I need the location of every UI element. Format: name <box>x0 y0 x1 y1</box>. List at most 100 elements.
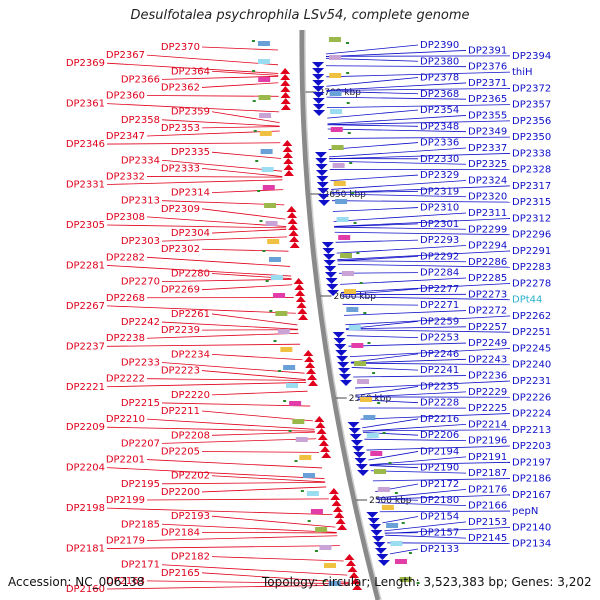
left-gene-arrow[interactable] <box>280 98 291 104</box>
right-gene-arrow[interactable] <box>347 422 360 428</box>
right-gene-arrow[interactable] <box>322 254 335 260</box>
feature-bar[interactable] <box>257 59 270 64</box>
right-gene-label[interactable]: DP2365 <box>468 94 507 105</box>
left-gene-label[interactable]: DP2165 <box>161 568 200 579</box>
right-gene-label[interactable]: DP2371 <box>468 78 507 89</box>
right-gene-label[interactable]: DP2196 <box>468 436 507 447</box>
feature-bar[interactable] <box>289 401 302 406</box>
left-gene-arrow[interactable] <box>283 158 294 164</box>
right-gene-label[interactable]: DP2317 <box>512 181 551 192</box>
left-gene-label[interactable]: DP2209 <box>66 422 105 433</box>
left-gene-arrow[interactable] <box>289 236 300 242</box>
right-gene-label[interactable]: DP2172 <box>420 479 459 490</box>
feature-bar[interactable] <box>329 91 342 96</box>
right-gene-arrow[interactable] <box>317 194 330 200</box>
feature-bar[interactable] <box>399 577 412 582</box>
left-gene-label[interactable]: DP2210 <box>106 414 145 425</box>
left-gene-arrow[interactable] <box>314 416 325 422</box>
feature-bar[interactable] <box>357 379 370 384</box>
feature-bar[interactable] <box>264 203 277 208</box>
right-gene-arrow[interactable] <box>348 428 361 434</box>
right-gene-label[interactable]: DP2368 <box>420 89 459 100</box>
left-gene-label[interactable]: DP2237 <box>66 341 105 352</box>
right-gene-arrow[interactable] <box>353 452 366 458</box>
right-gene-label[interactable]: DP2197 <box>512 457 551 468</box>
left-gene-arrow[interactable] <box>349 572 360 578</box>
left-gene-arrow[interactable] <box>293 278 304 284</box>
feature-bar[interactable] <box>315 527 328 532</box>
right-gene-label[interactable]: DP2226 <box>512 392 551 403</box>
right-gene-label[interactable]: DP2336 <box>420 138 459 149</box>
left-gene-label[interactable]: DP2199 <box>106 495 145 506</box>
right-gene-label[interactable]: DP2176 <box>468 484 507 495</box>
right-gene-label[interactable]: DP2291 <box>512 246 551 257</box>
right-gene-arrow[interactable] <box>312 104 325 110</box>
right-gene-label[interactable]: DP2145 <box>468 533 507 544</box>
right-gene-arrow[interactable] <box>334 344 347 350</box>
left-gene-label[interactable]: DP2305 <box>66 220 105 231</box>
feature-bar[interactable] <box>390 541 403 546</box>
left-gene-arrow[interactable] <box>304 356 315 362</box>
feature-bar[interactable] <box>332 163 345 168</box>
feature-bar[interactable] <box>260 149 273 154</box>
feature-bar[interactable] <box>363 415 376 420</box>
right-gene-label[interactable]: DP2140 <box>512 522 551 533</box>
right-gene-label[interactable]: DP2320 <box>468 192 507 203</box>
right-gene-arrow[interactable] <box>312 98 325 104</box>
right-gene-arrow[interactable] <box>324 272 337 278</box>
right-gene-label[interactable]: DP2319 <box>420 186 459 197</box>
right-gene-arrow[interactable] <box>333 338 346 344</box>
left-gene-label[interactable]: DP2163 <box>106 576 145 587</box>
right-gene-label[interactable]: DP2325 <box>468 159 507 170</box>
right-gene-label[interactable]: DP2157 <box>420 528 459 539</box>
left-gene-label[interactable]: DP2367 <box>106 50 145 61</box>
left-gene-arrow[interactable] <box>280 74 291 80</box>
right-gene-label[interactable]: DP2394 <box>512 51 551 62</box>
right-gene-label[interactable]: DP2285 <box>468 273 507 284</box>
left-gene-arrow[interactable] <box>280 68 291 74</box>
right-gene-label[interactable]: DP2330 <box>420 154 459 165</box>
feature-bar[interactable] <box>331 145 344 150</box>
left-gene-label[interactable]: DP2195 <box>121 479 160 490</box>
right-gene-arrow[interactable] <box>352 446 365 452</box>
left-gene-label[interactable]: DP2309 <box>161 204 200 215</box>
left-gene-arrow[interactable] <box>303 350 314 356</box>
right-gene-label[interactable]: DP2350 <box>512 132 551 143</box>
right-gene-label[interactable]: DP2186 <box>512 474 551 485</box>
right-gene-label[interactable]: DP2245 <box>512 343 551 354</box>
left-gene-arrow[interactable] <box>283 170 294 176</box>
right-gene-label[interactable]: DP2378 <box>420 73 459 84</box>
left-gene-label[interactable]: DP2182 <box>171 552 210 563</box>
left-gene-arrow[interactable] <box>306 368 317 374</box>
left-gene-label[interactable]: DP2193 <box>171 511 210 522</box>
right-gene-arrow[interactable] <box>337 362 350 368</box>
left-gene-label[interactable]: DP2359 <box>171 107 210 118</box>
right-gene-label[interactable]: DP2380 <box>420 56 459 67</box>
left-gene-arrow[interactable] <box>282 146 293 152</box>
left-gene-arrow[interactable] <box>315 422 326 428</box>
feature-bar[interactable] <box>346 307 359 312</box>
right-gene-label[interactable]: DP2153 <box>468 517 507 528</box>
feature-bar[interactable] <box>344 289 357 294</box>
left-gene-label[interactable]: DP2198 <box>66 503 105 514</box>
left-gene-label[interactable]: DP2369 <box>66 58 105 69</box>
left-gene-arrow[interactable] <box>352 584 363 590</box>
left-gene-label[interactable]: DP2207 <box>121 438 160 449</box>
left-gene-label[interactable]: DP2334 <box>121 155 160 166</box>
left-gene-label[interactable]: DP2234 <box>171 349 210 360</box>
feature-bar[interactable] <box>261 167 274 172</box>
left-gene-arrow[interactable] <box>320 446 331 452</box>
left-gene-arrow[interactable] <box>280 86 291 92</box>
left-gene-label[interactable]: DP2280 <box>171 269 210 280</box>
left-gene-arrow[interactable] <box>280 92 291 98</box>
left-gene-arrow[interactable] <box>296 302 307 308</box>
left-gene-arrow[interactable] <box>308 380 319 386</box>
right-gene-label[interactable]: DP2134 <box>512 539 551 550</box>
right-gene-label[interactable]: DP2357 <box>512 100 551 111</box>
right-gene-label[interactable]: DP2349 <box>468 127 507 138</box>
left-gene-label[interactable]: DP2333 <box>161 163 200 174</box>
right-gene-arrow[interactable] <box>373 542 386 548</box>
right-gene-label[interactable]: DP2348 <box>420 121 459 132</box>
right-gene-label[interactable]: DP2391 <box>468 45 507 56</box>
